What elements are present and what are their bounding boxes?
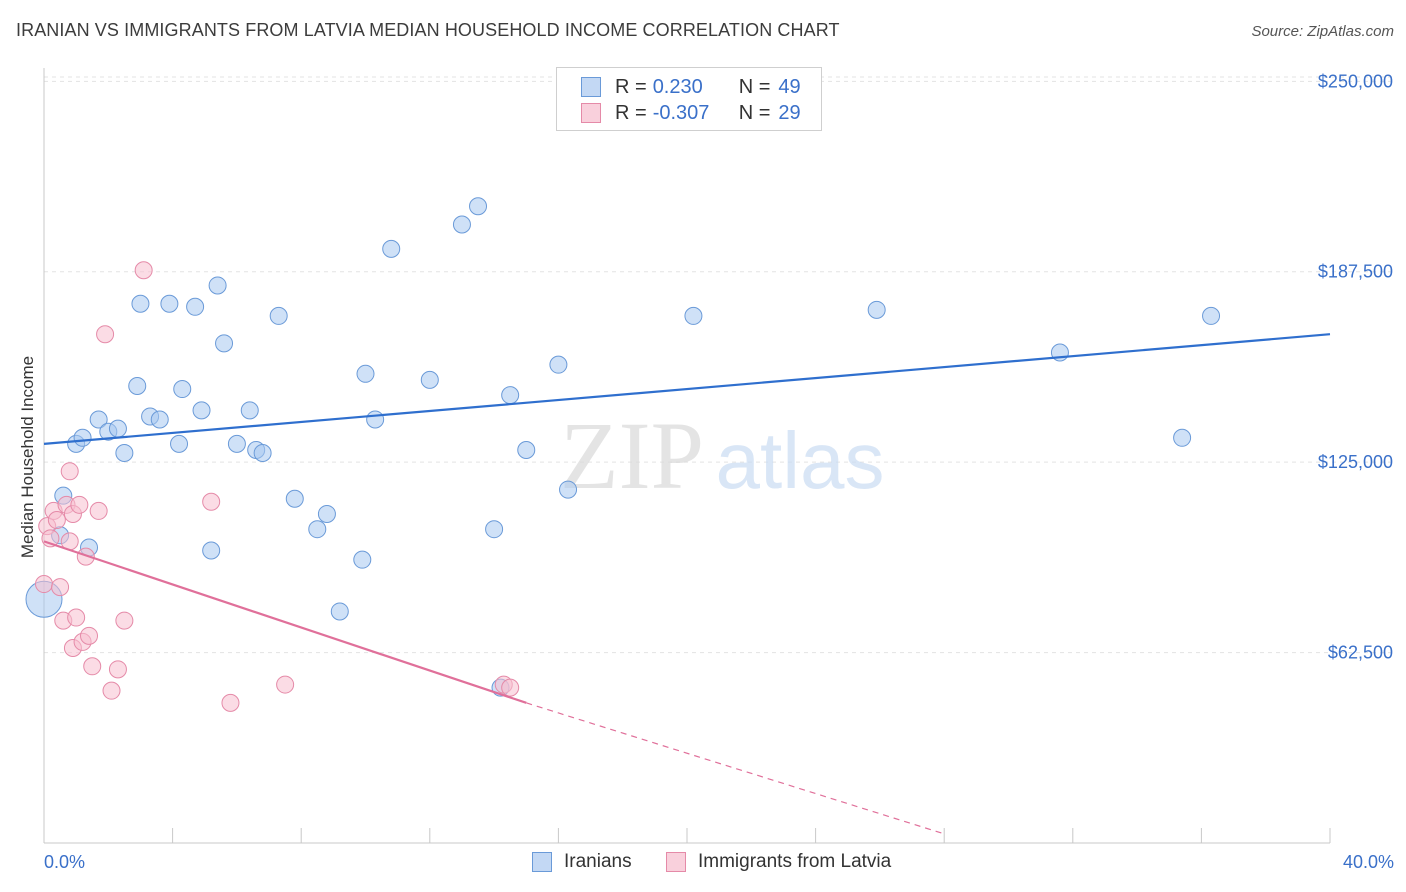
point-iranians	[208, 276, 227, 295]
y-tick-label: $125,000	[1318, 452, 1393, 472]
trend-latvia-extension	[526, 702, 945, 835]
legend-label-iranians: Iranians	[564, 851, 632, 872]
point-iranians	[867, 300, 886, 319]
point-iranians	[485, 520, 504, 539]
point-latvia	[83, 657, 102, 676]
point-latvia	[276, 675, 295, 694]
point-iranians	[353, 550, 372, 569]
point-iranians	[128, 376, 147, 395]
legend-swatch-iranians	[581, 77, 601, 97]
point-iranians	[559, 480, 578, 499]
point-iranians	[115, 444, 134, 463]
point-iranians	[150, 410, 169, 429]
trend-latvia	[43, 540, 527, 704]
gridlines	[44, 76, 1394, 654]
x-min-label: 0.0%	[44, 852, 86, 872]
point-iranians	[285, 489, 304, 508]
point-latvia	[35, 575, 53, 594]
point-latvia	[115, 611, 134, 630]
r-value: -0.307	[652, 101, 710, 124]
point-iranians	[1173, 428, 1192, 447]
point-latvia	[202, 492, 221, 511]
point-latvia	[70, 495, 89, 514]
point-iranians	[308, 520, 327, 539]
point-iranians	[202, 541, 221, 560]
legend-row-latvia: R = -0.307 N = 29	[581, 101, 801, 125]
point-iranians	[131, 294, 150, 313]
point-iranians	[240, 401, 259, 420]
point-iranians	[192, 401, 211, 420]
point-iranians	[89, 410, 108, 429]
y-tick-labels: $62,500 $125,000 $187,500 $250,000	[1318, 71, 1393, 662]
point-iranians	[215, 334, 234, 353]
x-max-label: 40.0%	[1342, 852, 1394, 872]
legend-row-iranians: R = 0.230 N = 49	[581, 75, 801, 99]
point-iranians	[366, 410, 385, 429]
point-latvia	[76, 547, 95, 566]
point-latvia	[89, 501, 108, 520]
axes	[43, 68, 1331, 844]
point-iranians	[253, 444, 272, 463]
point-iranians	[170, 434, 189, 453]
watermark-zip: ZIP	[560, 402, 704, 509]
point-iranians	[227, 434, 246, 453]
point-latvia	[134, 261, 153, 280]
point-iranians	[356, 364, 375, 383]
point-iranians	[420, 370, 439, 389]
point-latvia	[67, 608, 86, 627]
point-iranians	[549, 355, 568, 374]
point-latvia	[501, 678, 520, 697]
point-iranians	[317, 504, 336, 523]
point-iranians	[382, 239, 401, 258]
r-label: R =	[615, 101, 647, 124]
n-value: 29	[778, 101, 801, 124]
point-iranians	[517, 440, 536, 459]
point-iranians	[501, 386, 520, 405]
source-credit: Source: ZipAtlas.com	[1251, 23, 1394, 40]
point-iranians	[186, 297, 205, 316]
point-latvia	[108, 660, 127, 679]
legend-swatch-latvia	[581, 103, 601, 123]
n-value: 49	[778, 75, 801, 98]
y-tick-label: $250,000	[1318, 71, 1393, 91]
legend-swatch-latvia	[666, 852, 686, 872]
point-iranians	[452, 215, 471, 234]
r-value: 0.230	[652, 75, 703, 98]
point-iranians	[73, 428, 92, 447]
watermark-atlas: atlas	[716, 416, 885, 505]
point-latvia	[221, 693, 240, 712]
y-tick-label: $62,500	[1328, 643, 1393, 663]
point-latvia	[51, 578, 70, 597]
point-iranians	[469, 197, 488, 216]
watermark: ZIP atlas	[560, 402, 884, 509]
point-latvia	[60, 462, 79, 481]
n-label: N =	[738, 75, 771, 98]
stats-legend: R = 0.230 N = 49 R = -0.307 N = 29	[556, 67, 822, 131]
point-latvia	[80, 626, 99, 645]
point-latvia	[96, 325, 115, 344]
trend-iranians	[43, 333, 1331, 445]
point-iranians	[269, 306, 288, 325]
legend-item-latvia[interactable]: Immigrants from Latvia	[666, 851, 891, 873]
legend-swatch-iranians	[532, 852, 552, 872]
chart-title: IRANIAN VS IMMIGRANTS FROM LATVIA MEDIAN…	[16, 20, 840, 40]
legend-label-latvia: Immigrants from Latvia	[698, 851, 892, 872]
point-iranians	[330, 602, 349, 621]
trend-lines	[43, 333, 1331, 835]
point-iranians	[108, 419, 127, 438]
point-iranians	[160, 294, 179, 313]
point-iranians	[684, 306, 703, 325]
y-tick-label: $187,500	[1318, 262, 1393, 282]
point-iranians	[173, 380, 192, 399]
point-iranians	[1202, 306, 1221, 325]
legend-item-iranians[interactable]: Iranians	[532, 851, 632, 873]
point-latvia	[47, 511, 66, 530]
point-latvia	[102, 681, 121, 700]
series-legend: Iranians Immigrants from Latvia	[0, 851, 1406, 877]
n-label: N =	[738, 101, 771, 124]
r-label: R =	[615, 75, 647, 98]
